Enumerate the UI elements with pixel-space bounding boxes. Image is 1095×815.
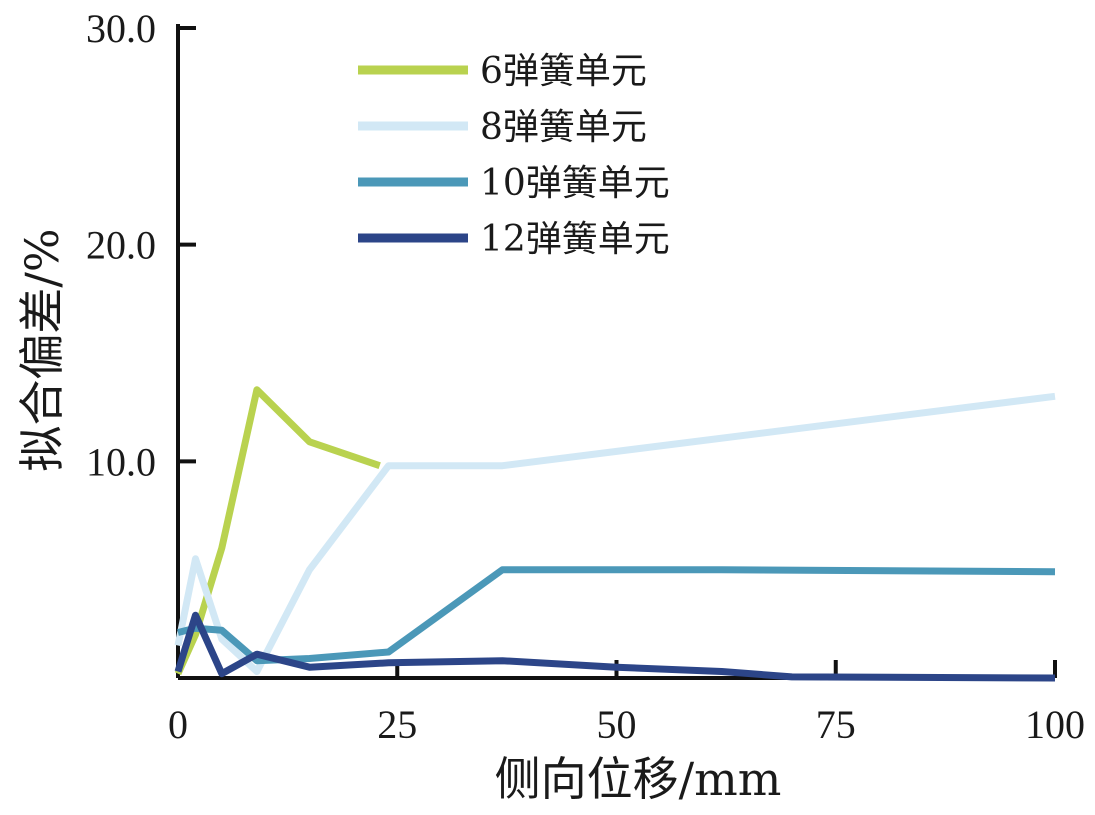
- legend-label: 8弹簧单元: [480, 107, 647, 148]
- axes: 0 25 50 75 100 10.0 20.0 30.0: [86, 6, 1085, 747]
- series-line-1: [174, 386, 381, 676]
- legend-label: 12弹簧单元: [480, 219, 670, 260]
- legend: 6弹簧单元 8弹簧单元 10弹簧单元 12弹簧单元: [358, 51, 670, 260]
- y-axis-title: 拟合偏差/%: [15, 228, 69, 471]
- x-tick-label: 50: [597, 702, 637, 747]
- y-tick-label: 30.0: [86, 6, 156, 51]
- x-tick-label: 75: [816, 702, 856, 747]
- series-line-4: [174, 611, 1056, 682]
- legend-label: 10弹簧单元: [480, 163, 670, 204]
- x-tick-label: 0: [168, 702, 188, 747]
- series-line-2: [174, 392, 1056, 675]
- series-layer: [174, 386, 1056, 682]
- legend-label: 6弹簧单元: [480, 51, 647, 92]
- series-line-3: [177, 566, 1056, 665]
- y-tick-label: 10.0: [86, 439, 156, 484]
- x-axis-title: 侧向位移/mm: [495, 752, 782, 806]
- y-tick-label: 20.0: [86, 223, 156, 268]
- x-tick-label: 25: [377, 702, 417, 747]
- x-tick-label: 100: [1025, 702, 1085, 747]
